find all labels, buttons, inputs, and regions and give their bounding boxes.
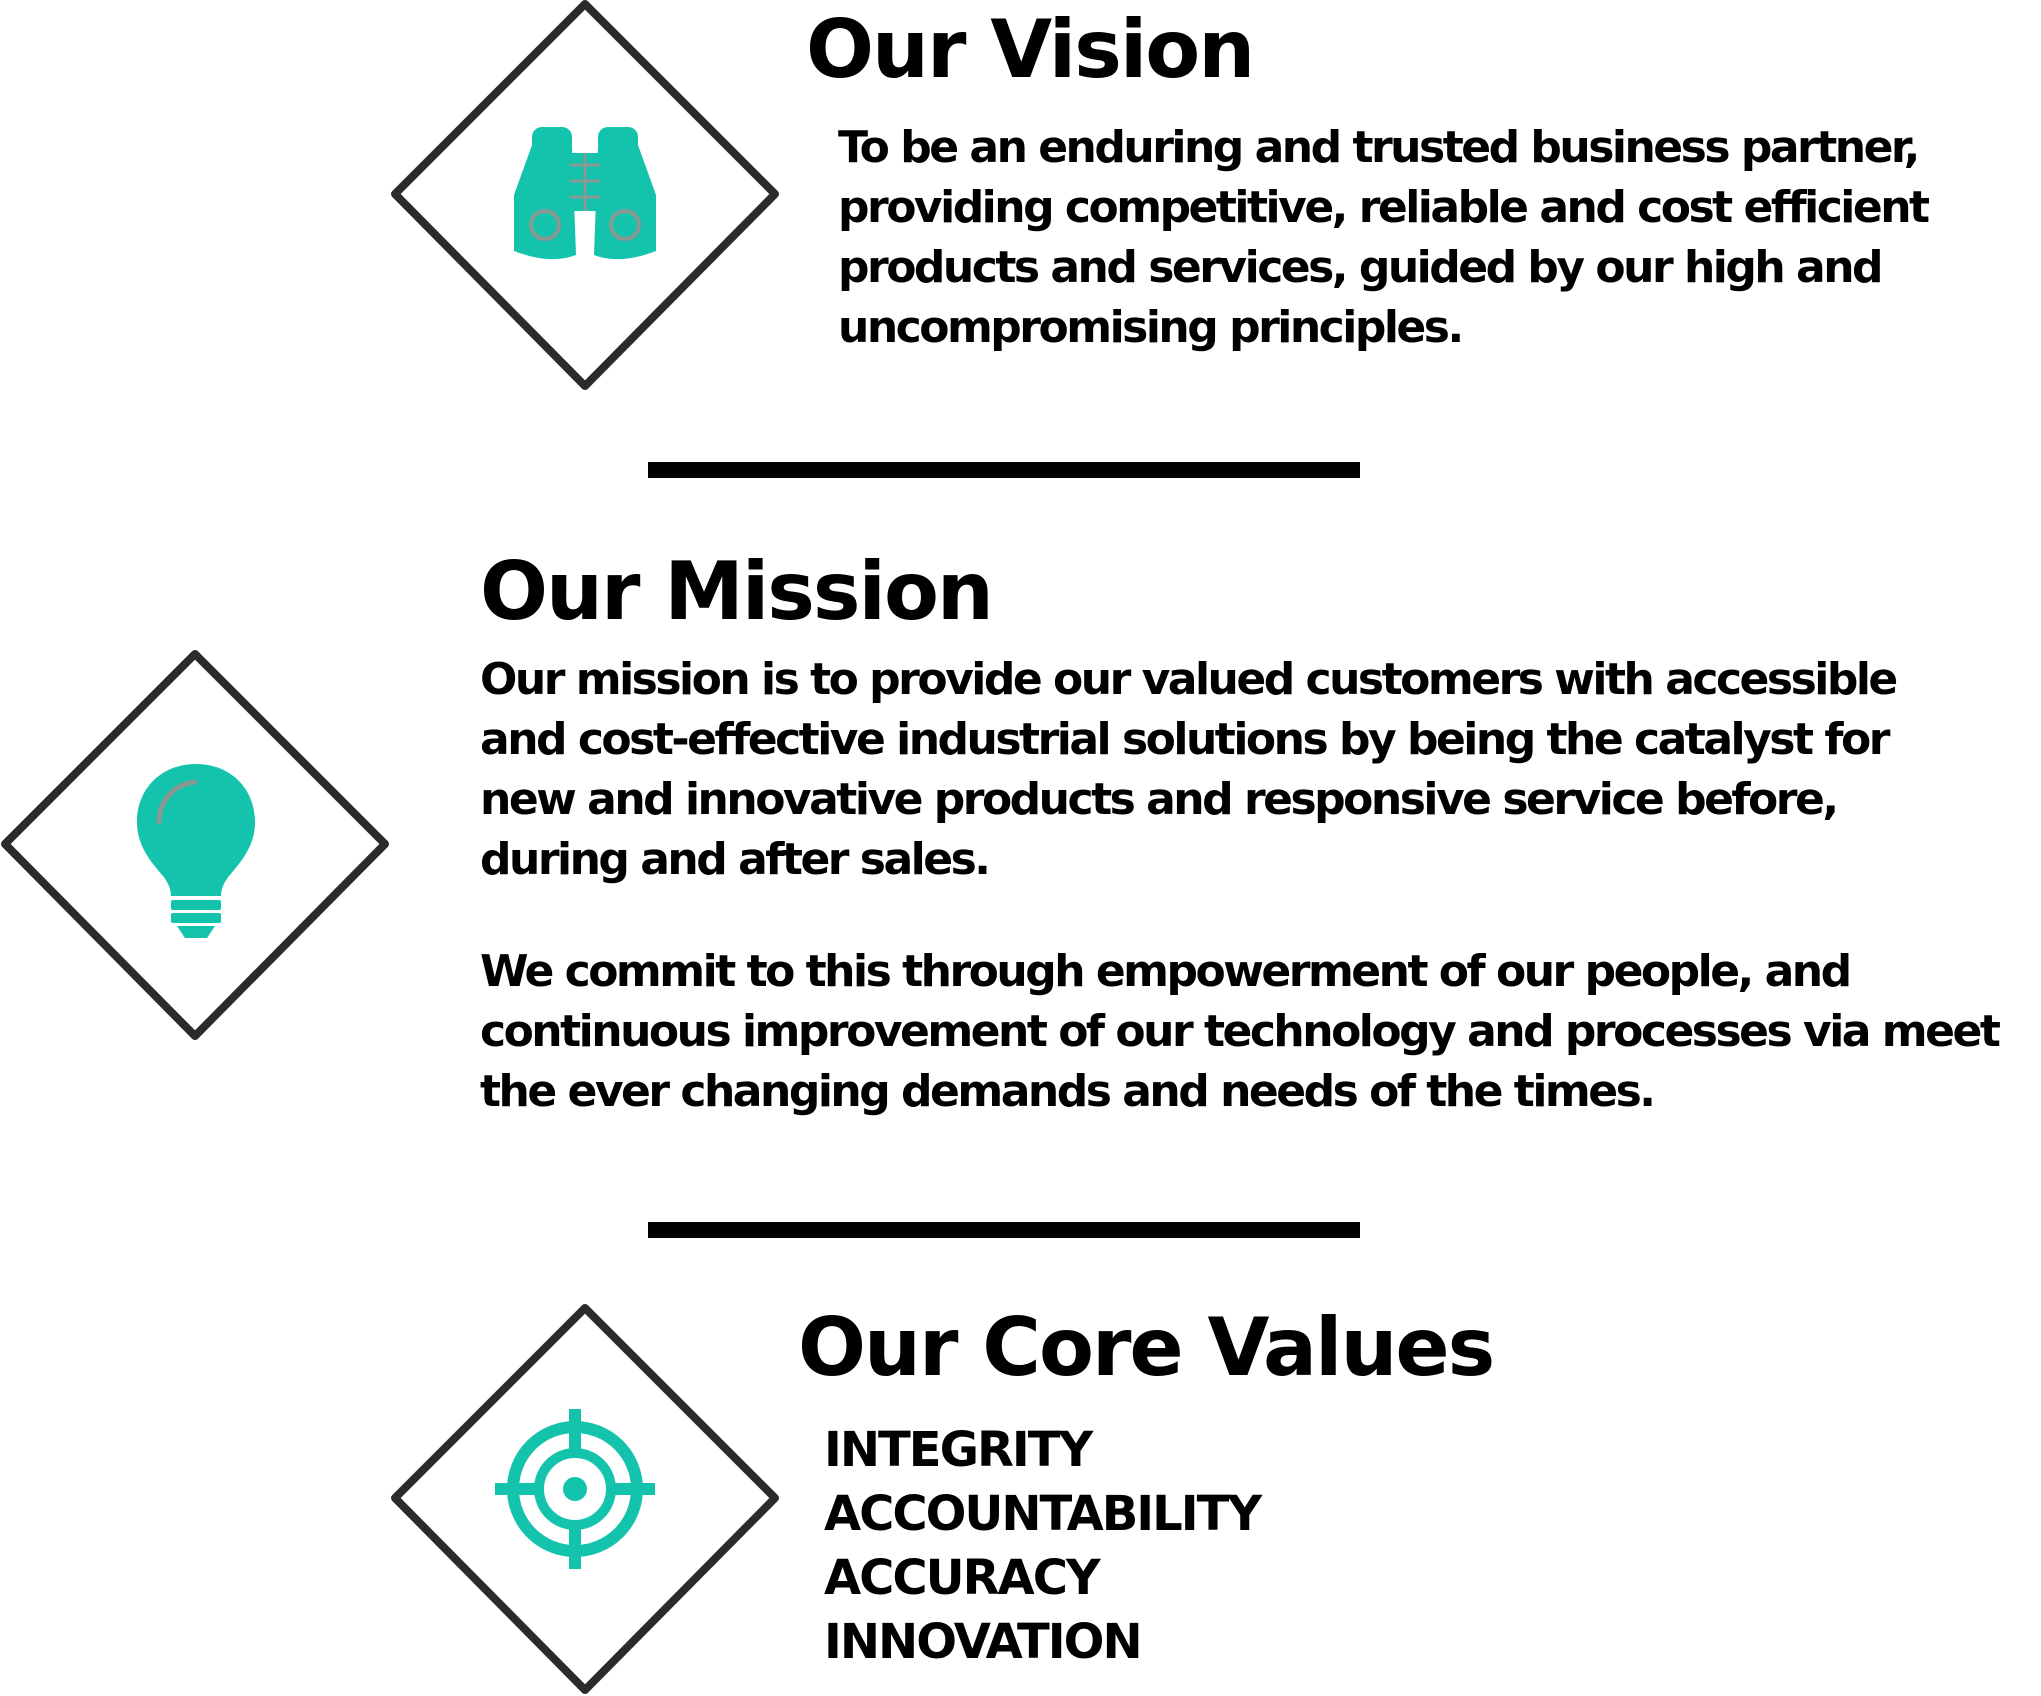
diamond-frame	[391, 1304, 779, 1694]
diamond-frame	[1, 650, 389, 1040]
target-icon	[495, 1409, 655, 1569]
mission-diamond	[0, 650, 390, 1040]
binoculars-icon	[514, 127, 656, 260]
vision-title: Our Vision	[806, 3, 1255, 96]
section-divider	[648, 462, 1360, 478]
section-divider	[648, 1222, 1360, 1238]
lightbulb-icon	[137, 764, 255, 938]
mission-text-2: We commit to this through empowerment of…	[480, 946, 2001, 1117]
core-value-item: ACCURACY	[824, 1550, 1101, 1606]
vision-diamond	[390, 0, 780, 390]
core-value-item: ACCOUNTABILITY	[824, 1486, 1262, 1542]
core-values-title: Our Core Values	[798, 1301, 1495, 1394]
core-value-item: INNOVATION	[824, 1614, 1143, 1670]
core-value-item: INTEGRITY	[824, 1422, 1093, 1478]
core-values-diamond	[390, 1304, 780, 1694]
mission-title: Our Mission	[480, 545, 994, 638]
diamond-frame	[391, 0, 779, 390]
core-values-list: INTEGRITY ACCOUNTABILITY ACCURACY INNOVA…	[824, 1418, 1262, 1674]
mission-text-1: Our mission is to provide our valued cus…	[480, 654, 1898, 885]
vision-text: To be an enduring and trusted business p…	[838, 122, 1930, 353]
